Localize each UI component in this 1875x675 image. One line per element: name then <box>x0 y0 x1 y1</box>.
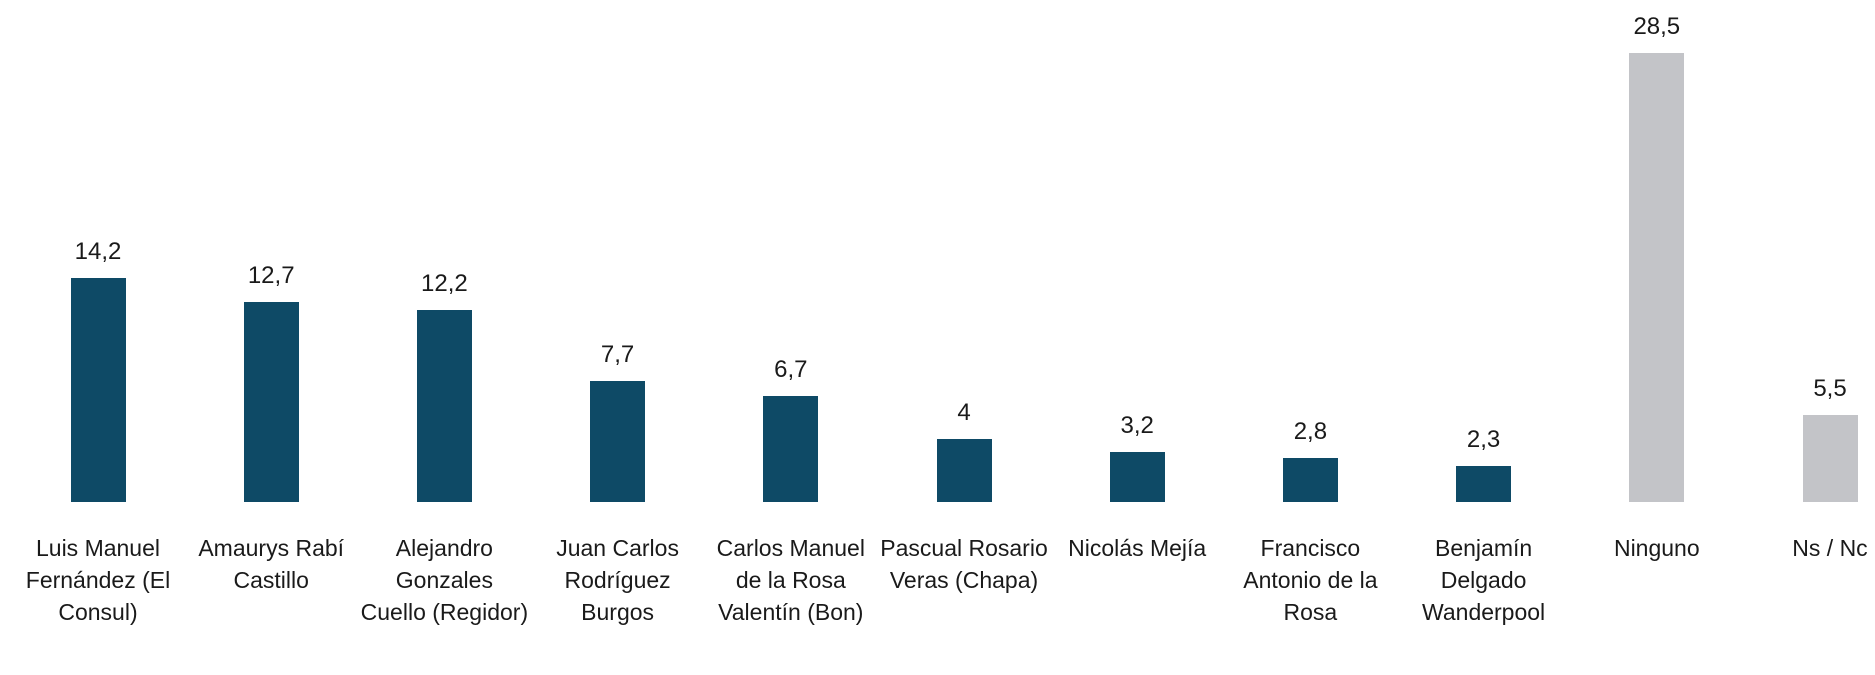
category-label: Juan Carlos Rodríguez Burgos <box>556 535 679 625</box>
bar <box>1629 53 1685 502</box>
bar <box>1282 457 1338 502</box>
category-label: Nicolás Mejía <box>1068 535 1207 561</box>
value-label: 2,8 <box>1293 417 1328 445</box>
value-label: 7,7 <box>600 340 635 368</box>
value-label: 4 <box>957 399 971 426</box>
bar <box>416 309 472 502</box>
value-label: 12,2 <box>421 269 468 297</box>
value-label: 12,7 <box>247 261 295 289</box>
bar <box>1802 415 1858 502</box>
value-label: 28,5 <box>1633 13 1681 41</box>
category-label: Ninguno <box>1613 535 1700 561</box>
category-label: Francisco Antonio de la Rosa <box>1243 535 1378 625</box>
value-label: 2,3 <box>1466 425 1501 453</box>
bar <box>243 301 299 502</box>
category-label: Amaurys Rabí Castillo <box>198 535 345 593</box>
category-label: Ns / Nc <box>1792 535 1868 561</box>
category-label: Alejandro Gonzales Cuello (Regidor) <box>360 535 529 625</box>
bar <box>70 278 126 502</box>
category-label: Carlos Manuel de la Rosa Valentín (Bon) <box>716 535 865 625</box>
category-label: Benjamín Delgado Wanderpool <box>1422 535 1546 625</box>
bar <box>936 439 992 502</box>
category-label: Luis Manuel Fernández (El Consul) <box>25 535 171 625</box>
bar <box>1109 451 1165 502</box>
bar <box>590 380 646 502</box>
value-label: 6,7 <box>774 356 808 384</box>
category-label: Pascual Rosario Veras (Chapa) <box>880 535 1048 593</box>
value-label: 3,2 <box>1120 411 1154 439</box>
bar <box>763 396 819 502</box>
bar <box>1456 465 1512 502</box>
value-label: 14,2 <box>74 238 122 266</box>
value-label: 5,5 <box>1813 375 1847 403</box>
